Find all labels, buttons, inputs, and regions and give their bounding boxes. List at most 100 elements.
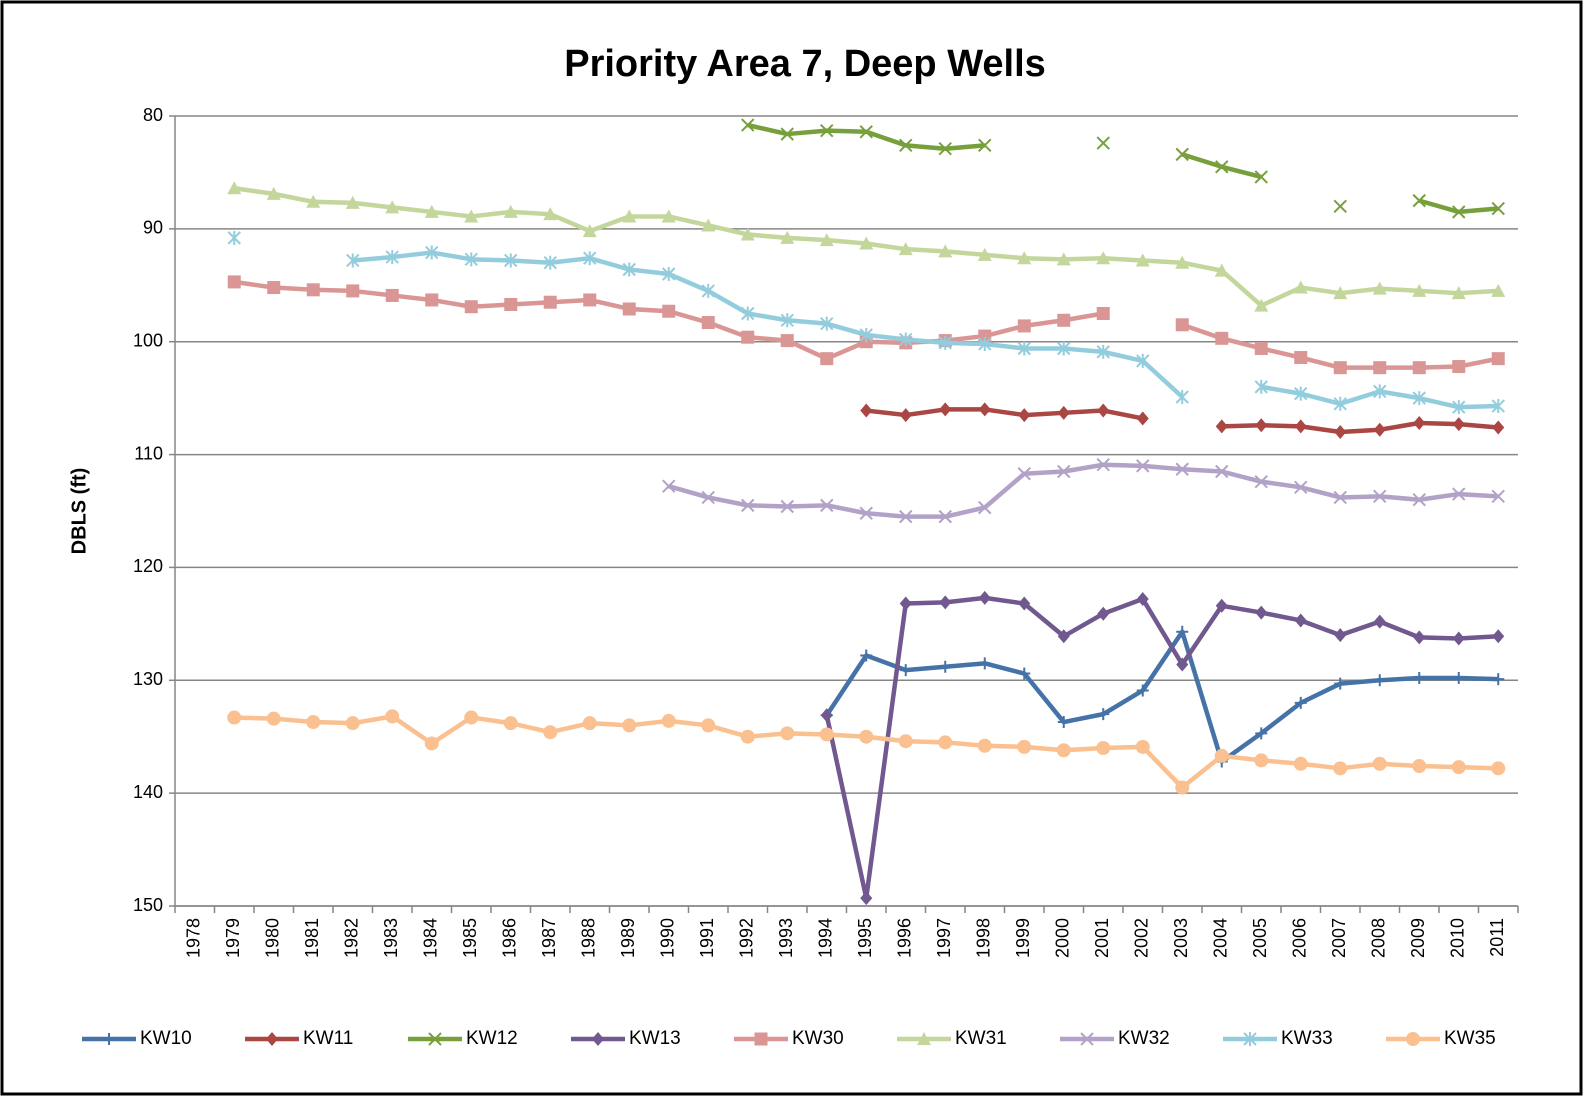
marker — [543, 295, 557, 309]
marker — [1215, 419, 1228, 434]
legend-label: KW31 — [955, 1028, 1007, 1049]
series — [860, 402, 1505, 439]
marker — [780, 499, 794, 514]
marker — [1413, 415, 1426, 430]
marker — [740, 227, 755, 241]
marker — [860, 891, 873, 906]
marker — [899, 509, 913, 524]
marker — [898, 242, 913, 256]
marker — [1293, 280, 1308, 294]
x-tick-label: 1994 — [816, 918, 836, 958]
marker — [503, 716, 518, 731]
x-tick-label: 2002 — [1132, 918, 1152, 958]
marker — [1096, 251, 1111, 265]
x-tick-label: 2001 — [1092, 918, 1112, 958]
marker — [860, 649, 873, 662]
marker — [424, 736, 439, 751]
marker — [899, 408, 912, 423]
marker — [1175, 780, 1190, 795]
marker — [583, 251, 597, 266]
marker — [1333, 361, 1347, 375]
marker — [1215, 160, 1229, 174]
marker — [917, 1032, 931, 1045]
series-line — [824, 629, 1499, 764]
marker — [1017, 251, 1032, 265]
legend-entry: KW13 — [571, 1028, 681, 1049]
marker — [661, 209, 676, 223]
legend-label: KW13 — [629, 1028, 681, 1049]
x-tick-label: 1980 — [263, 918, 283, 958]
marker — [662, 304, 676, 318]
x-tick-label: 1983 — [381, 918, 401, 958]
marker — [1096, 307, 1110, 320]
legend-entry: KW32 — [1060, 1028, 1170, 1049]
series-line — [824, 595, 1499, 901]
marker — [346, 284, 360, 298]
x-tick-label: 1987 — [539, 918, 559, 958]
marker — [741, 498, 755, 513]
marker — [1413, 672, 1426, 685]
marker — [1255, 418, 1268, 433]
marker — [103, 1033, 115, 1045]
marker — [1294, 351, 1308, 365]
x-tick-label: 2006 — [1290, 918, 1310, 958]
marker — [385, 288, 399, 302]
marker — [662, 267, 676, 281]
marker — [1057, 313, 1071, 327]
marker — [306, 715, 321, 730]
marker — [582, 716, 597, 731]
marker — [859, 327, 873, 342]
marker — [1334, 677, 1347, 690]
marker — [1136, 459, 1150, 473]
marker — [780, 313, 794, 328]
x-tick-label: 2004 — [1211, 918, 1231, 958]
marker — [978, 138, 992, 153]
marker — [1135, 739, 1150, 754]
marker — [977, 738, 992, 753]
marker — [780, 127, 794, 141]
x-tick-label: 2007 — [1329, 918, 1349, 958]
marker — [504, 253, 518, 268]
series — [227, 709, 1506, 795]
marker — [938, 509, 952, 524]
marker — [1254, 474, 1268, 489]
marker — [740, 729, 755, 744]
marker — [227, 275, 241, 289]
marker — [1333, 490, 1347, 505]
marker — [1334, 425, 1347, 439]
legend-entry: KW10 — [82, 1028, 192, 1049]
marker — [1136, 684, 1149, 697]
x-tick-label: 2005 — [1250, 918, 1270, 958]
marker — [899, 596, 912, 611]
marker — [1294, 419, 1307, 434]
marker — [1215, 464, 1229, 479]
marker — [266, 186, 281, 200]
marker — [1080, 1032, 1094, 1046]
marker — [662, 479, 676, 493]
x-tick-label: 1986 — [500, 918, 520, 958]
marker — [741, 330, 755, 344]
x-tick-label: 1991 — [697, 918, 717, 958]
series-line — [865, 407, 1499, 435]
marker — [1136, 353, 1150, 368]
x-tick-label: 1985 — [460, 918, 480, 958]
marker — [1214, 748, 1229, 763]
marker — [701, 718, 716, 733]
marker — [701, 490, 715, 505]
marker — [1175, 318, 1189, 332]
x-tick-label: 2010 — [1448, 918, 1468, 958]
marker — [939, 660, 952, 673]
x-tick-label: 1990 — [658, 918, 678, 958]
marker — [1492, 673, 1505, 686]
marker — [978, 657, 991, 670]
x-tick-label: 1981 — [302, 918, 322, 958]
legend-entry: KW35 — [1386, 1028, 1496, 1049]
marker — [1294, 613, 1307, 628]
marker — [1412, 193, 1426, 208]
marker — [1452, 400, 1466, 415]
x-tick-label: 1988 — [579, 918, 599, 958]
x-tick-label: 1998 — [974, 918, 994, 958]
x-tick-label: 2011 — [1487, 918, 1507, 957]
marker — [1412, 759, 1427, 774]
legend-label: KW32 — [1118, 1028, 1170, 1049]
